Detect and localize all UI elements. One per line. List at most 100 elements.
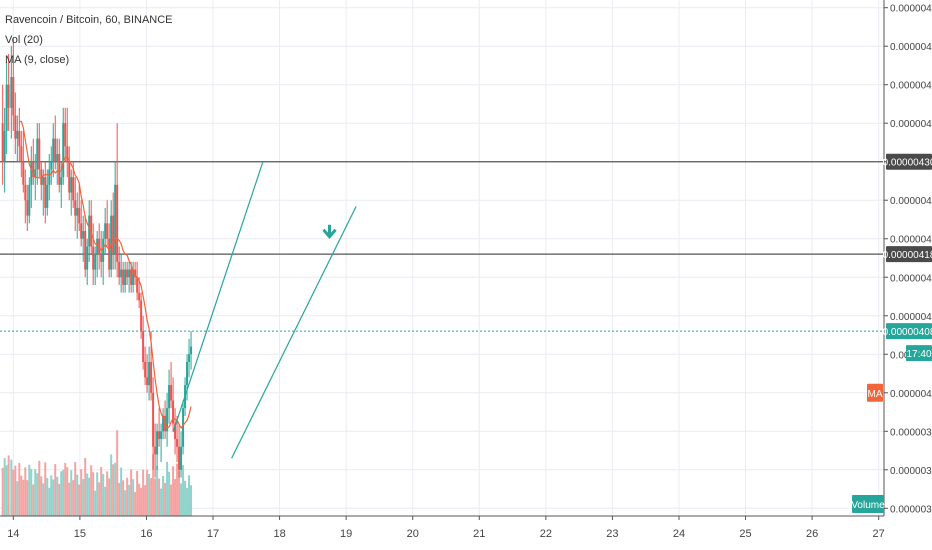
volume-bar <box>108 478 111 516</box>
volume-bar <box>34 469 37 516</box>
volume-bar <box>144 485 147 516</box>
volume-bar <box>176 463 179 516</box>
volume-bar <box>140 487 143 516</box>
candle-body <box>152 392 155 447</box>
candle-body <box>96 238 99 255</box>
volume-bar <box>64 462 67 516</box>
candle-body <box>34 169 37 178</box>
candle-body <box>44 177 47 208</box>
volume-bar <box>66 467 69 516</box>
candle-body <box>74 200 77 216</box>
volume-bar <box>126 477 129 516</box>
volume-bar <box>132 479 135 516</box>
volume-bar <box>170 484 173 516</box>
candle-body <box>64 123 67 147</box>
ma-badge: MA <box>867 383 883 402</box>
time-tick-label: 22 <box>540 528 552 540</box>
candle-body <box>48 169 51 185</box>
volume-bar <box>70 470 73 516</box>
ma-badge-text: MA <box>868 389 883 400</box>
time-tick-label: 16 <box>140 528 152 540</box>
volume-bar <box>142 469 145 516</box>
volume-bar <box>76 474 79 516</box>
volume-bar <box>54 464 57 516</box>
volume-badge: Volume <box>851 495 885 513</box>
hline-low-tag-bg <box>886 246 932 263</box>
candle-body <box>182 408 185 447</box>
last-price-tag-text: 0.00000408 <box>883 327 932 338</box>
volume-bar <box>184 480 187 516</box>
candle-body <box>24 184 27 201</box>
volume-bar <box>3 458 6 516</box>
candle-body <box>60 177 63 185</box>
price-tick-label: 0.00000450 <box>890 4 932 15</box>
candle-body <box>144 361 147 378</box>
time-tick-label: 20 <box>407 528 419 540</box>
candle-body <box>76 207 79 216</box>
candle-body <box>146 377 149 386</box>
volume-bar <box>128 484 131 516</box>
volume-bar <box>10 459 13 516</box>
time-tick-label: 15 <box>74 528 86 540</box>
price-tick-label: 0.00000420 <box>890 235 932 246</box>
candle-body <box>92 246 95 270</box>
volume-bar <box>36 473 39 516</box>
volume-bar <box>86 473 89 516</box>
symbol-title[interactable]: Ravencoin / Bitcoin, 60, BINANCE <box>5 14 173 26</box>
price-tick-label: 0.00000415 <box>890 273 932 284</box>
candle-body <box>94 254 97 270</box>
volume-bar <box>72 480 75 516</box>
time-tick-label: 25 <box>739 528 751 540</box>
volume-indicator-label[interactable]: Vol (20) <box>5 34 43 46</box>
horizontal-lines[interactable] <box>0 161 884 332</box>
candle-body <box>14 115 17 139</box>
candle-body <box>112 215 115 255</box>
volume-bar <box>172 466 175 516</box>
candle-body <box>84 231 87 270</box>
candle-body <box>1 123 4 162</box>
ma-indicator-label[interactable]: MA (9, close) <box>5 54 70 66</box>
candle-body <box>186 361 189 386</box>
trendlines[interactable] <box>172 161 357 459</box>
volume-bar <box>30 468 33 516</box>
volume-bar <box>84 457 87 516</box>
price-tick-label: 0.00000445 <box>890 42 932 53</box>
candle-body <box>28 184 31 216</box>
volume-bars <box>1 430 193 516</box>
volume-bar <box>104 486 107 516</box>
volume-bar <box>58 483 61 516</box>
volume-bar <box>5 465 8 516</box>
candle-body <box>148 361 151 386</box>
down-arrow-icon[interactable] <box>322 224 337 240</box>
candle-body <box>66 146 69 162</box>
candle-body <box>20 146 23 162</box>
volume-bar <box>168 471 171 516</box>
candle-body <box>32 161 35 178</box>
volume-bar <box>98 482 101 516</box>
candle-body <box>176 438 179 447</box>
volume-bar <box>112 464 115 516</box>
volume-bar <box>68 482 71 516</box>
last-price-tag: 0.00000408 <box>883 323 932 340</box>
volume-bar <box>32 484 35 516</box>
time-tick-label: 27 <box>873 528 885 540</box>
volume-bar <box>118 483 121 516</box>
arrow-head <box>322 228 337 240</box>
last-price-tag-bg <box>886 323 932 340</box>
volume-bar <box>94 490 97 516</box>
time-tick-label: 17 <box>207 528 219 540</box>
candle-body <box>160 431 163 439</box>
time-tick-label: 14 <box>7 528 19 540</box>
candle-body <box>140 300 143 332</box>
time-axis[interactable]: 14 15 16 17 18 19 20 21 22 23 24 25 26 27 <box>0 515 885 540</box>
price-tick-label: 0.00000400 <box>890 389 932 400</box>
candle-body <box>116 184 119 262</box>
candle-body <box>162 415 165 432</box>
volume-bar <box>7 455 10 516</box>
countdown-tag-text: 17:40 <box>906 349 931 360</box>
price-tick-label: 0.00000385 <box>890 504 932 515</box>
candle-body <box>174 423 177 439</box>
candle-body <box>100 254 103 262</box>
volume-bar <box>52 479 55 516</box>
